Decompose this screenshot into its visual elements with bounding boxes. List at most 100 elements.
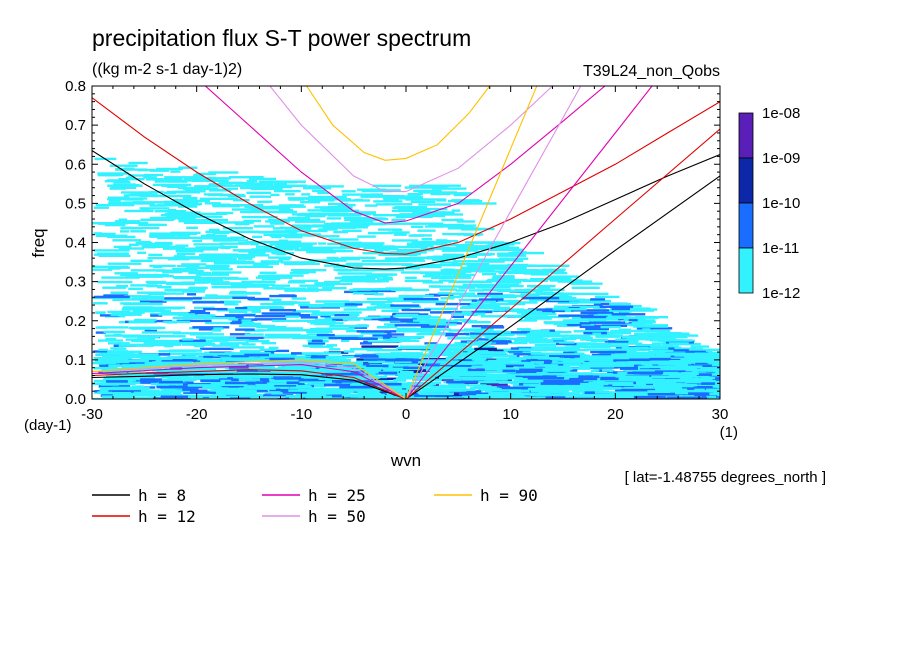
heatmap-cell	[208, 228, 220, 232]
heatmap-cell	[183, 314, 212, 318]
heatmap-cell	[507, 350, 523, 353]
heatmap-cell	[130, 259, 153, 262]
heatmap-cell	[633, 386, 653, 389]
heatmap-cell	[376, 326, 398, 329]
heatmap-cell	[156, 167, 183, 171]
heatmap-cell	[577, 377, 598, 381]
heatmap-cell	[709, 392, 720, 396]
heatmap-cell	[230, 283, 268, 286]
heatmap-cell	[344, 290, 377, 294]
heatmap-cell	[288, 281, 306, 284]
heatmap-cell	[248, 252, 259, 255]
heatmap-cell	[146, 335, 186, 338]
heatmap-cell	[458, 392, 489, 396]
heatmap-cell	[269, 243, 292, 246]
heatmap-cell	[118, 218, 128, 221]
heatmap-cell	[670, 356, 696, 359]
heatmap-cell	[163, 200, 199, 204]
heatmap-cell	[317, 235, 340, 238]
heatmap-cell	[357, 365, 371, 369]
colorbar-label: 1e-08	[762, 105, 800, 122]
heatmap-cell	[499, 257, 529, 260]
heatmap-cell	[251, 310, 261, 313]
heatmap-cell	[569, 301, 601, 304]
heatmap-cell	[706, 395, 716, 399]
heatmap-cell	[356, 330, 397, 333]
heatmap-cell	[194, 278, 224, 282]
heatmap-cell	[669, 365, 703, 369]
heatmap-cell	[329, 348, 341, 351]
heatmap-cell	[309, 327, 323, 331]
heatmap-cell	[656, 377, 677, 380]
heatmap-cell	[93, 357, 122, 360]
heatmap-cell	[542, 361, 581, 364]
heatmap-cell	[379, 395, 393, 398]
heatmap-cell	[430, 285, 469, 288]
heatmap-cell	[717, 393, 720, 396]
heatmap-cell	[242, 281, 254, 284]
heatmap-cell	[473, 385, 492, 388]
heatmap-cell	[301, 193, 311, 196]
heatmap-cell	[614, 358, 650, 362]
heatmap-cell	[495, 284, 524, 288]
heatmap-cell	[221, 239, 249, 242]
legend-label: h = 8	[138, 486, 186, 505]
heatmap-cell	[590, 298, 606, 301]
heatmap-cell	[301, 375, 327, 379]
heatmap-cell	[341, 199, 371, 202]
dispersion-curves	[92, 86, 720, 399]
heatmap-cell	[197, 357, 210, 361]
heatmap-cell	[482, 288, 512, 292]
heatmap-cell	[466, 254, 475, 257]
heatmap-cell	[287, 301, 310, 304]
heatmap-cell	[158, 313, 195, 316]
heatmap-cell	[635, 344, 661, 347]
heatmap-cell	[318, 242, 327, 245]
heatmap-cell	[466, 284, 507, 287]
heatmap-cell	[250, 209, 264, 213]
heatmap-cell	[240, 186, 255, 190]
heatmap-cell	[711, 373, 720, 376]
heatmap-cell	[291, 288, 312, 291]
heatmap-cell	[399, 370, 414, 374]
heatmap-cell	[391, 340, 403, 343]
heatmap-cell	[461, 280, 492, 284]
heatmap-cell	[387, 333, 405, 336]
heatmap-cell	[247, 297, 270, 301]
heatmap-cell	[637, 365, 650, 369]
heatmap-cell	[662, 366, 677, 369]
heatmap-cell	[436, 276, 471, 279]
heatmap-cell	[508, 357, 527, 361]
heatmap-cell	[432, 255, 459, 258]
heatmap-cell	[712, 385, 720, 388]
heatmap-cell	[132, 201, 172, 204]
heatmap-cell	[562, 386, 595, 389]
heatmap-cell	[349, 348, 383, 351]
heatmap-cell	[258, 180, 282, 183]
heatmap-cell	[366, 297, 396, 301]
heatmap-cell	[256, 245, 272, 248]
heatmap-cell	[305, 395, 332, 399]
heatmap-cell	[442, 249, 478, 252]
heatmap-cell	[435, 302, 473, 306]
heatmap-cell	[595, 356, 630, 360]
heatmap-cell	[306, 287, 319, 290]
colorbar: 1e-08 1e-09 1e-10 1e-11 1e-12	[738, 105, 800, 302]
heatmap-cell	[455, 289, 466, 292]
heatmap-cell	[402, 330, 441, 333]
heatmap-cell	[153, 397, 184, 399]
heatmap-cell	[320, 315, 331, 318]
heatmap-cell	[558, 314, 594, 317]
heatmap-cell	[404, 288, 430, 292]
heatmap-cell	[118, 344, 154, 347]
heatmap-cell	[108, 199, 121, 202]
heatmap-cell	[156, 204, 187, 207]
heatmap-cell	[474, 347, 497, 351]
heatmap-cell	[691, 369, 720, 372]
heatmap-cell	[517, 328, 531, 331]
heatmap-cell	[363, 393, 377, 397]
heatmap-cell	[192, 326, 230, 329]
heatmap-cell	[215, 364, 251, 367]
heatmap-cell	[356, 245, 396, 248]
heatmap-cell	[108, 342, 130, 345]
